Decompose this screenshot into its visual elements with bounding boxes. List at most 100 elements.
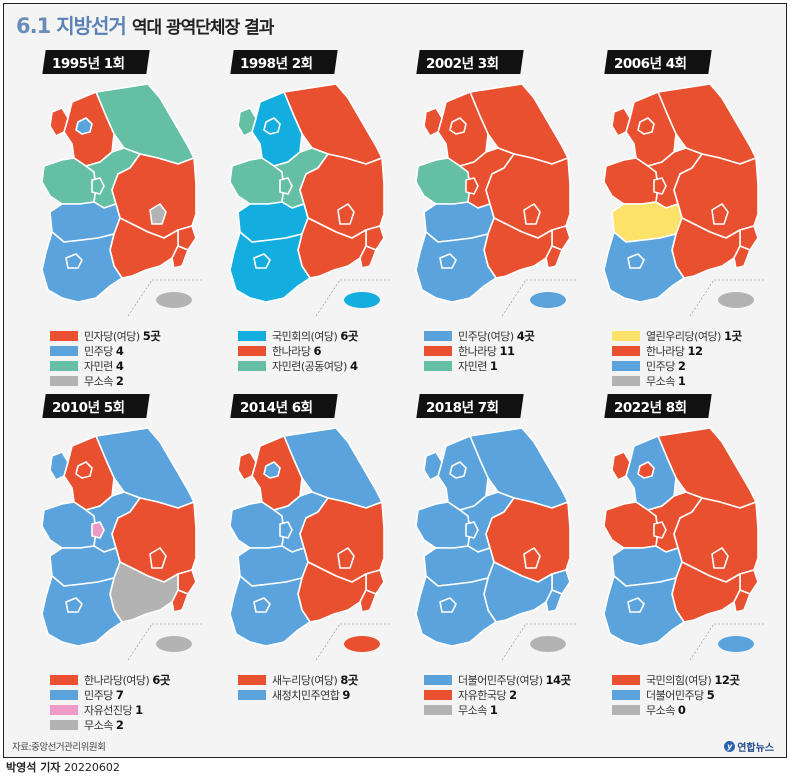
legend-swatch: [612, 375, 640, 386]
legend-label: 한나라당: [272, 344, 311, 358]
region-incheon: [237, 107, 257, 137]
legend-count: 7: [115, 687, 124, 702]
korea-map: [41, 427, 204, 661]
region-gwangju: [627, 597, 645, 613]
title-subtitle: 역대 광역단체장 결과: [131, 18, 275, 38]
korea-map: [603, 83, 766, 317]
region-daegu: [337, 203, 355, 225]
election-panel-8: 2022년 8회: [590, 388, 780, 728]
region-daejeon: [91, 521, 105, 539]
region-seoul: [75, 117, 93, 135]
election-year-badge: 2002년 3회: [416, 50, 524, 74]
legend-count: 2: [509, 687, 517, 702]
title-main: 지방선거: [56, 14, 127, 38]
legend-swatch: [50, 330, 78, 341]
region-incheon: [49, 107, 69, 137]
legend: 국민의힘(여당) 12곳 더불어민주당 5 무소속 0: [612, 672, 782, 717]
region-daejeon: [465, 177, 479, 195]
legend-label: 민주당: [84, 344, 113, 358]
legend-count: 12: [687, 343, 703, 358]
region-jeonnam: [603, 575, 685, 647]
legend-count: 6곳: [152, 672, 170, 687]
legend-item: 자민련 4: [50, 358, 220, 373]
election-year-badge: 1995년 1회: [42, 50, 150, 74]
legend-item: 한나라당(여당) 6곳: [50, 672, 220, 687]
legend-count: 5곳: [142, 328, 161, 343]
byline-bar: 박영석 기자 20220602: [3, 757, 787, 775]
region-jeonnam: [415, 575, 497, 647]
legend-label: 자유한국당: [458, 688, 507, 702]
source-note: 자료:중앙선거관리위원회: [12, 742, 106, 753]
legend-swatch: [50, 360, 78, 371]
legend-count: 14곳: [545, 672, 572, 687]
legend-swatch: [50, 345, 78, 356]
legend: 열린우리당(여당) 1곳 한나라당 12 민주당 2 무소속 1: [612, 328, 782, 388]
legend-swatch: [612, 360, 640, 371]
region-jeju: [718, 292, 754, 308]
election-panel-6: 2014년 6회: [216, 388, 406, 728]
region-busan: [733, 245, 751, 269]
legend-item: 무소속 0: [612, 702, 782, 717]
legend-count: 8곳: [340, 672, 358, 687]
korea-map: [603, 427, 766, 661]
election-panel-4: 2006년 4회: [590, 44, 780, 388]
legend-item: 민주당 2: [612, 358, 782, 373]
legend-item: 자민련 1: [424, 358, 594, 373]
title-number: 6.1: [16, 14, 51, 38]
brand-name: 연합뉴스: [737, 743, 774, 754]
legend-count: 0: [677, 702, 686, 717]
legend-swatch: [424, 674, 452, 685]
region-jeonnam: [415, 231, 497, 303]
region-jeonnam: [229, 575, 311, 647]
region-jeju: [530, 292, 566, 308]
legend-label: 열린우리당(여당): [646, 329, 721, 343]
region-busan: [359, 589, 377, 613]
election-panel-7: 2018년 7회: [402, 388, 592, 728]
region-gwangju: [65, 253, 83, 269]
region-jeju: [344, 636, 380, 652]
region-jeonnam: [229, 231, 311, 303]
legend-swatch: [424, 330, 452, 341]
legend-swatch: [424, 704, 452, 715]
legend-label: 무소속: [84, 374, 113, 388]
legend-label: 무소속: [646, 374, 675, 388]
legend-label: 자유선진당: [84, 703, 133, 717]
region-incheon: [611, 451, 631, 481]
byline: 박영석 기자 20220602: [6, 759, 120, 775]
region-daegu: [337, 547, 355, 569]
publish-date: 20220602: [63, 761, 120, 774]
legend-label: 자민련(공동여당): [272, 359, 347, 373]
region-daegu: [149, 547, 167, 569]
region-daejeon: [653, 521, 667, 539]
legend-count: 2: [677, 358, 686, 373]
legend-count: 4곳: [516, 328, 535, 343]
region-daejeon: [653, 177, 667, 195]
infographic-frame: 6.1 지방선거 역대 광역단체장 결과 1995년 1회: [3, 3, 787, 773]
yonhap-logo-icon: y: [724, 741, 736, 752]
legend-item: 한나라당 12: [612, 343, 782, 358]
legend-label: 국민의힘(여당): [646, 673, 712, 687]
legend-swatch: [238, 360, 266, 371]
legend-item: 새정치민주연합 9: [238, 687, 408, 702]
legend: 국민회의(여당) 6곳 한나라당 6 자민련(공동여당) 4: [238, 328, 408, 373]
region-busan: [545, 245, 563, 269]
region-gwangju: [627, 253, 645, 269]
legend-swatch: [424, 345, 452, 356]
legend-item: 무소속 1: [612, 373, 782, 388]
region-jeju: [530, 636, 566, 652]
region-incheon: [49, 451, 69, 481]
election-year-badge: 2010년 5회: [42, 394, 150, 418]
legend-item: 무소속 2: [50, 373, 220, 388]
region-daegu: [711, 547, 729, 569]
region-seoul: [75, 461, 93, 479]
region-daejeon: [279, 177, 293, 195]
region-jeju: [156, 636, 192, 652]
region-busan: [733, 589, 751, 613]
legend-count: 4: [115, 343, 124, 358]
region-jeju: [156, 292, 192, 308]
legend-item: 민주당(여당) 4곳: [424, 328, 594, 343]
region-daejeon: [279, 521, 293, 539]
election-panel-2: 1998년 2회: [216, 44, 406, 384]
legend-count: 2: [115, 717, 124, 732]
region-daegu: [149, 203, 167, 225]
